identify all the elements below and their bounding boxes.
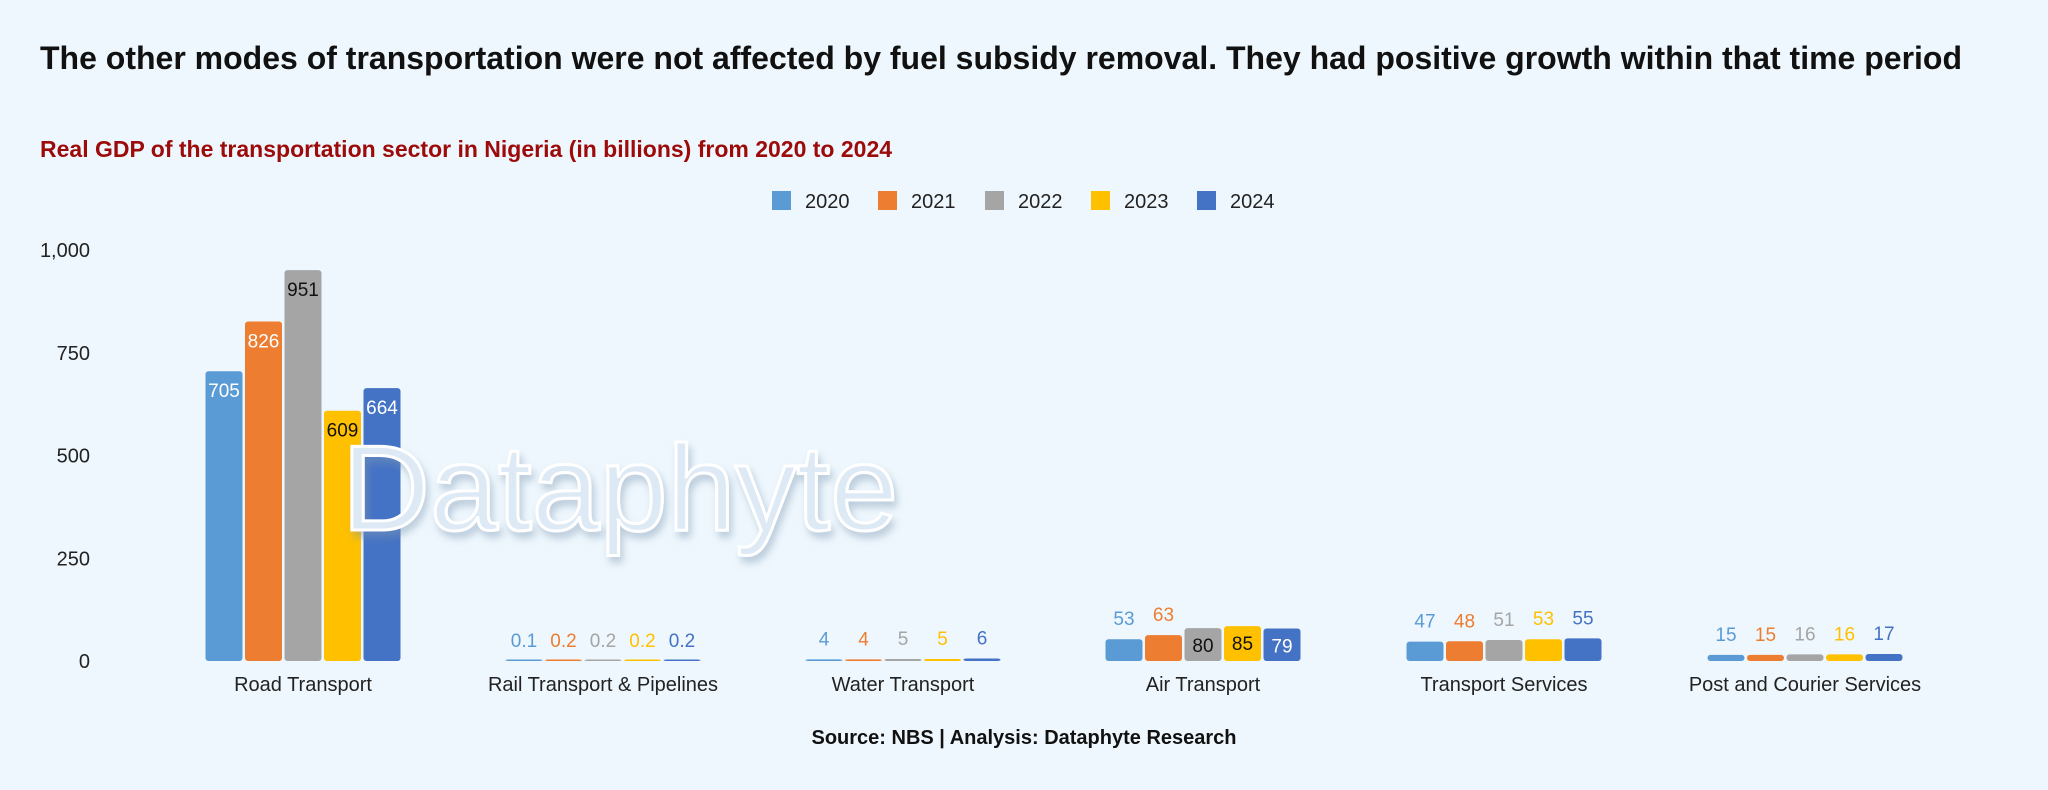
legend-swatch-2020 <box>772 191 791 210</box>
data-label: 0.2 <box>669 631 695 652</box>
bar-2022-1 <box>584 659 622 661</box>
bar-2024-4 <box>1564 638 1602 661</box>
bar-2021-5 <box>1747 654 1784 661</box>
bars <box>205 270 1903 661</box>
data-label: 609 <box>327 421 359 442</box>
legend-label: 2024 <box>1230 191 1275 213</box>
x-category-label: Rail Transport & Pipelines <box>488 674 718 696</box>
x-category-label: Transport Services <box>1420 674 1587 696</box>
data-label: 15 <box>1755 625 1776 646</box>
data-label: 5 <box>898 629 909 650</box>
bar-2023-3 <box>1224 626 1261 661</box>
bar-2020-2 <box>805 659 843 661</box>
bar-2023-4 <box>1525 639 1562 661</box>
bar-2023-1 <box>624 659 661 661</box>
bar-2022-0 <box>284 270 322 661</box>
legend-swatch-2023 <box>1091 191 1110 210</box>
data-label: 79 <box>1271 637 1292 658</box>
bar-2024-0 <box>363 388 401 661</box>
bar-2023-2 <box>924 658 961 661</box>
x-axis: Road Transport Rail Transport & Pipelines… <box>234 674 1921 696</box>
data-label: 951 <box>287 280 319 301</box>
data-label: 53 <box>1533 609 1554 630</box>
bar-2022-5 <box>1786 654 1824 661</box>
legend-label: 2020 <box>805 191 850 213</box>
legend-swatch-2021 <box>878 191 897 210</box>
bar-2020-5 <box>1707 654 1745 661</box>
x-category-label: Air Transport <box>1146 674 1261 696</box>
bar-2022-4 <box>1485 640 1523 661</box>
data-label: 826 <box>248 332 280 353</box>
chart-subtitle: Real GDP of the transportation sector in… <box>40 136 893 162</box>
data-label: 51 <box>1493 610 1514 631</box>
bar-2020-1 <box>505 659 543 661</box>
data-label: 4 <box>819 629 830 650</box>
legend: 2020 2021 2022 2023 2024 <box>772 191 1275 213</box>
y-tick-label: 1,000 <box>40 240 90 262</box>
x-category-label: Water Transport <box>832 674 975 696</box>
y-tick-label: 250 <box>57 548 90 570</box>
data-label: 63 <box>1153 605 1174 626</box>
y-axis: 0 250 500 750 1,000 <box>40 240 90 673</box>
source-note: Source: NBS | Analysis: Dataphyte Resear… <box>811 727 1237 749</box>
data-label: 17 <box>1873 624 1894 645</box>
x-category-label: Road Transport <box>234 674 372 696</box>
data-label: 705 <box>208 381 240 402</box>
data-label: 4 <box>858 629 869 650</box>
legend-swatch-2024 <box>1197 191 1216 210</box>
legend-label: 2021 <box>911 191 956 213</box>
data-label: 85 <box>1232 634 1253 655</box>
data-label: 15 <box>1715 625 1736 646</box>
data-label: 16 <box>1794 624 1815 645</box>
legend-label: 2023 <box>1124 191 1169 213</box>
bar-2020-0 <box>205 371 243 661</box>
bar-2021-2 <box>845 659 882 661</box>
bar-2022-3 <box>1184 628 1222 661</box>
bar-2020-4 <box>1406 641 1444 661</box>
bar-2021-0 <box>245 321 282 661</box>
y-tick-label: 750 <box>57 343 90 365</box>
data-labels: 705 0.1 4 53 47 15 826 0.2 4 63 48 15 951 0.2 5 80 51 16 6… <box>208 280 1894 657</box>
data-label: 53 <box>1113 609 1134 630</box>
legend-label: 2022 <box>1018 191 1063 213</box>
bar-2023-0 <box>324 410 361 661</box>
bar-2024-1 <box>663 659 701 661</box>
bar-2024-3 <box>1263 628 1301 661</box>
data-label: 5 <box>937 629 948 650</box>
data-label: 0.1 <box>511 631 537 652</box>
y-tick-label: 0 <box>79 651 90 673</box>
data-label: 0.2 <box>550 631 576 652</box>
data-label: 80 <box>1192 636 1213 657</box>
bar-2023-5 <box>1826 654 1863 661</box>
data-label: 0.2 <box>629 631 655 652</box>
y-tick-label: 500 <box>57 446 90 468</box>
bar-2021-1 <box>545 659 582 661</box>
bar-2022-2 <box>884 658 922 661</box>
data-label: 48 <box>1454 611 1475 632</box>
legend-swatch-2022 <box>985 191 1004 210</box>
dataphyte-watermark: Dataphyte <box>342 420 898 556</box>
data-label: 664 <box>366 398 398 419</box>
bar-2021-4 <box>1446 641 1483 661</box>
bar-2021-3 <box>1145 635 1182 661</box>
bar-2024-5 <box>1865 654 1903 661</box>
data-label: 6 <box>977 629 988 650</box>
x-category-label: Post and Courier Services <box>1689 674 1921 696</box>
data-label: 16 <box>1834 624 1855 645</box>
data-label: 0.2 <box>590 631 616 652</box>
data-label: 47 <box>1414 612 1435 633</box>
bar-2024-2 <box>963 658 1001 661</box>
data-label: 55 <box>1572 608 1593 629</box>
bar-2020-3 <box>1105 639 1143 661</box>
chart-title: The other modes of transportation were n… <box>40 40 1963 76</box>
